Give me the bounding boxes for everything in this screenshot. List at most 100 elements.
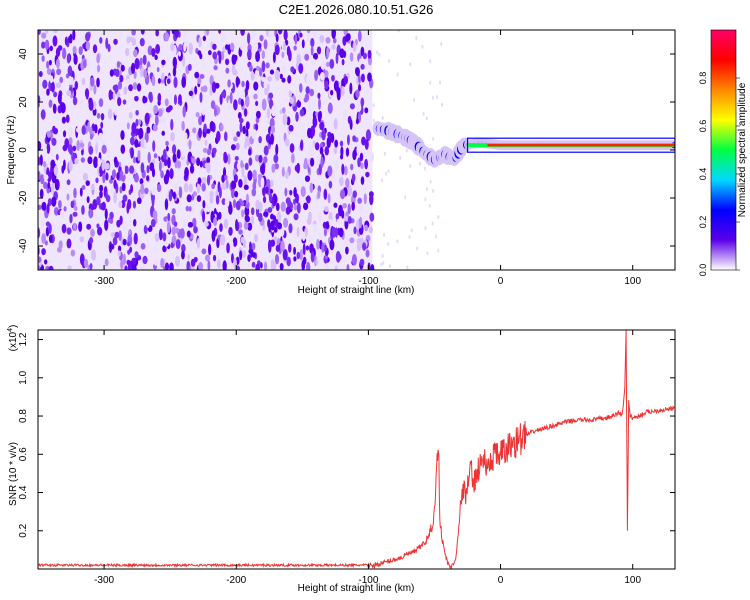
noise-blob xyxy=(312,30,317,39)
noise-blob xyxy=(182,105,186,118)
noise-blob xyxy=(258,213,263,222)
noise-blob xyxy=(253,93,258,100)
figure-title: C2E1.2026.080.10.51.G26 xyxy=(279,2,434,17)
noise-blob xyxy=(198,261,204,270)
noise-blob xyxy=(89,133,93,140)
noise-blob xyxy=(69,213,73,224)
noise-blob xyxy=(288,223,293,234)
noise-dot xyxy=(415,36,418,41)
noise-blob xyxy=(85,41,91,51)
noise-blob xyxy=(339,189,346,200)
noise-dot xyxy=(396,239,399,244)
snr-scale-close: ) xyxy=(8,325,19,328)
noise-blob xyxy=(80,157,86,163)
noise-blob xyxy=(57,199,62,209)
noise-blob xyxy=(129,136,135,146)
noise-blob xyxy=(61,165,65,174)
noise-blob xyxy=(343,165,348,176)
noise-blob xyxy=(270,125,276,134)
noise-blob xyxy=(252,252,256,258)
noise-blob xyxy=(261,76,267,82)
noise-blob xyxy=(222,211,227,219)
noise-blob xyxy=(72,211,78,217)
noise-blob xyxy=(207,260,211,270)
colorbar: 0.0 0.2 0.4 0.6 0.8 Normalized spectral ampl… xyxy=(698,29,748,276)
noise-blob xyxy=(181,250,185,260)
noise-blob xyxy=(116,61,121,68)
noise-blob xyxy=(339,176,344,187)
noise-blob xyxy=(293,256,297,262)
noise-blob xyxy=(38,265,41,270)
noise-blob xyxy=(104,258,109,267)
noise-blob xyxy=(147,151,151,164)
noise-blob xyxy=(218,187,222,199)
noise-blob xyxy=(262,185,266,197)
noise-blob xyxy=(260,177,265,189)
noise-blob xyxy=(365,129,371,142)
noise-dot xyxy=(428,203,431,208)
noise-blob xyxy=(306,261,311,270)
colorbar-tick-label: 0.6 xyxy=(698,120,708,133)
noise-blob xyxy=(224,174,228,181)
noise-blob xyxy=(132,200,137,209)
noise-blob xyxy=(295,90,299,96)
noise-blob xyxy=(86,60,91,69)
noise-blob xyxy=(59,76,64,84)
noise-blob xyxy=(139,57,143,66)
noise-blob xyxy=(135,118,139,127)
noise-blob xyxy=(336,89,341,101)
noise-blob xyxy=(85,180,90,186)
noise-blob xyxy=(66,179,71,186)
noise-blob xyxy=(114,231,120,239)
noise-blob xyxy=(306,100,312,113)
noise-blob xyxy=(149,162,155,172)
noise-blob xyxy=(253,128,257,137)
noise-blob xyxy=(186,194,192,203)
noise-blob xyxy=(73,223,77,232)
noise-blob xyxy=(255,123,259,131)
noise-blob xyxy=(84,88,90,98)
noise-blob xyxy=(109,178,113,184)
noise-blob xyxy=(325,37,331,44)
noise-blob xyxy=(250,207,255,216)
noise-blob xyxy=(79,236,85,243)
noise-blob xyxy=(140,30,145,35)
x-tick-label: -300 xyxy=(94,575,114,586)
noise-blob xyxy=(281,107,286,114)
noise-blob xyxy=(113,156,118,165)
noise-blob xyxy=(347,115,352,125)
noise-blob xyxy=(153,105,159,114)
noise-blob xyxy=(46,130,52,138)
noise-dot xyxy=(429,80,432,85)
noise-blob xyxy=(204,139,208,146)
noise-blob xyxy=(323,188,328,200)
noise-blob xyxy=(113,38,118,45)
noise-blob xyxy=(133,156,137,164)
noise-blob xyxy=(206,148,211,156)
noise-blob xyxy=(216,237,220,249)
noise-blob xyxy=(119,74,124,83)
noise-blob xyxy=(188,90,194,97)
noise-blob xyxy=(170,241,174,249)
noise-blob xyxy=(233,99,238,111)
noise-blob xyxy=(202,35,207,42)
noise-blob xyxy=(329,239,335,251)
noise-blob xyxy=(299,32,303,38)
noise-blob xyxy=(163,173,169,185)
snr-x-axis: -300 -200 -100 0 100 xyxy=(94,330,641,586)
noise-blob xyxy=(299,249,303,261)
noise-blob xyxy=(367,72,372,82)
noise-blob xyxy=(39,188,44,199)
noise-blob xyxy=(172,153,177,163)
noise-blob xyxy=(202,210,206,223)
noise-dot xyxy=(387,169,390,174)
noise-blob xyxy=(263,80,268,89)
noise-blob xyxy=(349,82,353,95)
noise-blob xyxy=(246,32,251,45)
noise-blob xyxy=(38,227,41,239)
noise-blob xyxy=(341,163,345,175)
noise-blob xyxy=(333,118,338,130)
noise-blob xyxy=(358,203,364,214)
noise-blob xyxy=(282,65,286,72)
noise-blob xyxy=(82,59,87,69)
